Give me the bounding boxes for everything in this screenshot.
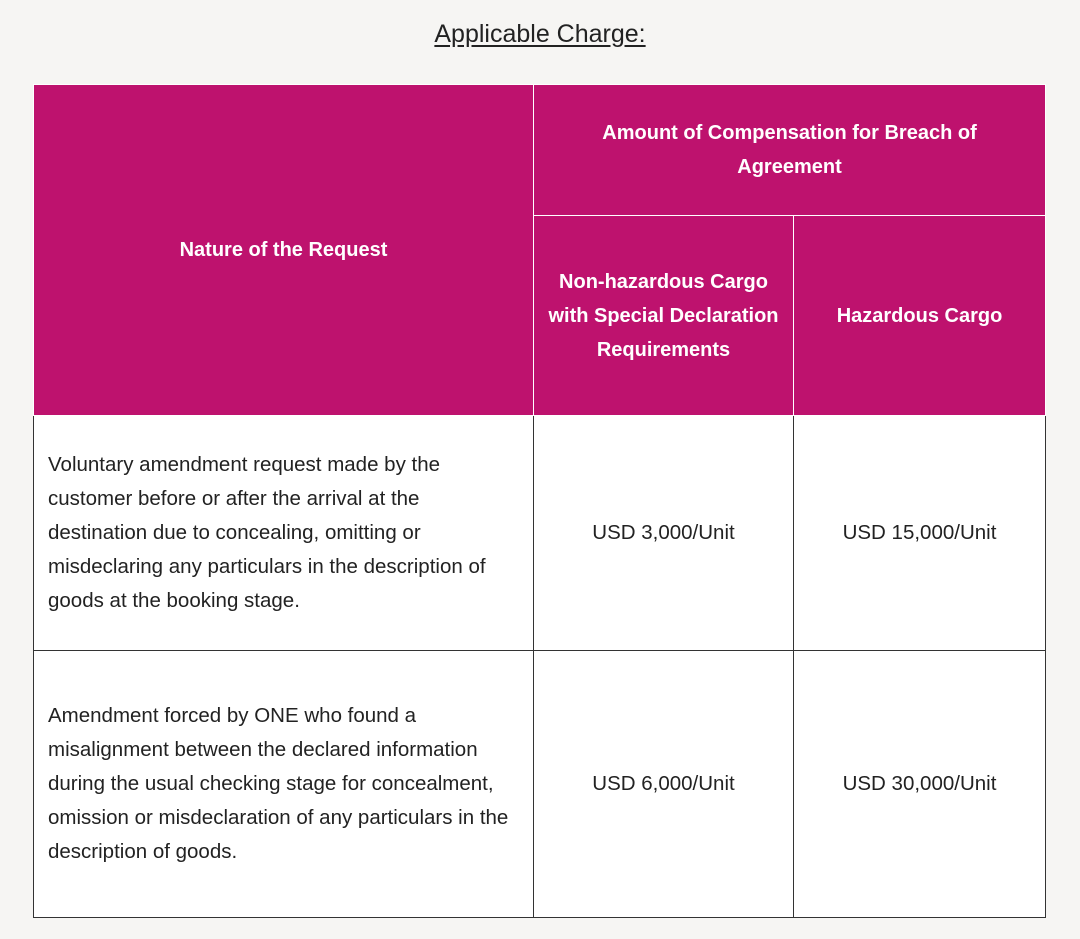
page-title: Applicable Charge: [434, 20, 646, 48]
table-row: Voluntary amendment request made by the … [33, 415, 1047, 651]
row-non-hazardous: USD 6,000/Unit [533, 650, 794, 918]
charges-table: Nature of the Request Amount of Compensa… [33, 84, 1047, 918]
row-hazardous: USD 15,000/Unit [792, 415, 1047, 651]
header-hazardous: Hazardous Cargo [792, 215, 1047, 416]
row-hazardous: USD 30,000/Unit [792, 650, 1047, 918]
header-nature: Nature of the Request [33, 84, 534, 416]
header-non-hazardous: Non-hazardous Cargo with Special Declara… [533, 215, 794, 416]
row-nature: Amendment forced by ONE who found a misa… [33, 650, 534, 918]
row-nature: Voluntary amendment request made by the … [33, 415, 534, 651]
row-non-hazardous: USD 3,000/Unit [533, 415, 794, 651]
table-row: Amendment forced by ONE who found a misa… [33, 650, 1047, 918]
header-amount: Amount of Compensation for Breach of Agr… [532, 84, 1047, 216]
